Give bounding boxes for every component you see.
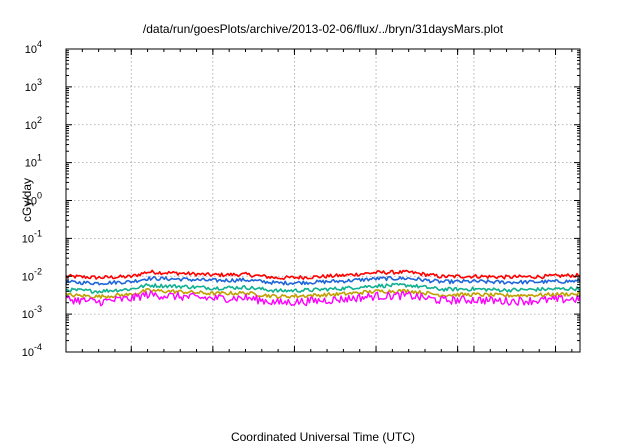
y-tick-mantissa: 10 [25, 120, 37, 132]
chart-title: /data/run/goesPlots/archive/2013-02-06/f… [143, 22, 504, 36]
y-tick-exponent: 3 [37, 77, 42, 87]
y-tick-mantissa: 10 [22, 347, 34, 359]
y-tick-label: 10-3 [22, 304, 42, 321]
y-tick-mantissa: 10 [22, 233, 34, 245]
y-tick-label: 104 [25, 39, 42, 56]
y-tick-label: 101 [25, 153, 42, 170]
y-tick-exponent: -3 [34, 304, 42, 314]
y-tick-exponent: -4 [34, 342, 42, 352]
y-tick-exponent: 2 [37, 115, 42, 125]
y-tick-exponent: -1 [34, 228, 42, 238]
y-tick-exponent: 1 [37, 153, 42, 163]
y-tick-mantissa: 10 [22, 309, 34, 321]
y-tick-label: 100 [25, 191, 42, 208]
plot-frame [65, 48, 581, 353]
y-tick-mantissa: 10 [22, 271, 34, 283]
y-tick-label: 102 [25, 115, 42, 132]
y-tick-mantissa: 10 [25, 44, 37, 56]
y-tick-label: 10-2 [22, 266, 42, 283]
series-line-5 [65, 290, 581, 307]
y-tick-exponent: 0 [37, 191, 42, 201]
y-tick-mantissa: 10 [25, 196, 37, 208]
series-line-1 [65, 269, 581, 281]
y-axis-label: cGy/day [20, 178, 34, 222]
y-tick-label: 10-1 [22, 228, 42, 245]
series-line-2 [65, 275, 581, 286]
y-tick-label: 103 [25, 77, 42, 94]
data-series [65, 269, 581, 307]
y-tick-mantissa: 10 [25, 158, 37, 170]
y-tick-mantissa: 10 [25, 82, 37, 94]
y-tick-exponent: -2 [34, 266, 42, 276]
y-tick-exponent: 4 [37, 39, 42, 49]
x-axis-label: Coordinated Universal Time (UTC) [231, 430, 415, 444]
y-tick-label: 10-4 [22, 342, 42, 359]
series-line-3 [65, 282, 581, 294]
